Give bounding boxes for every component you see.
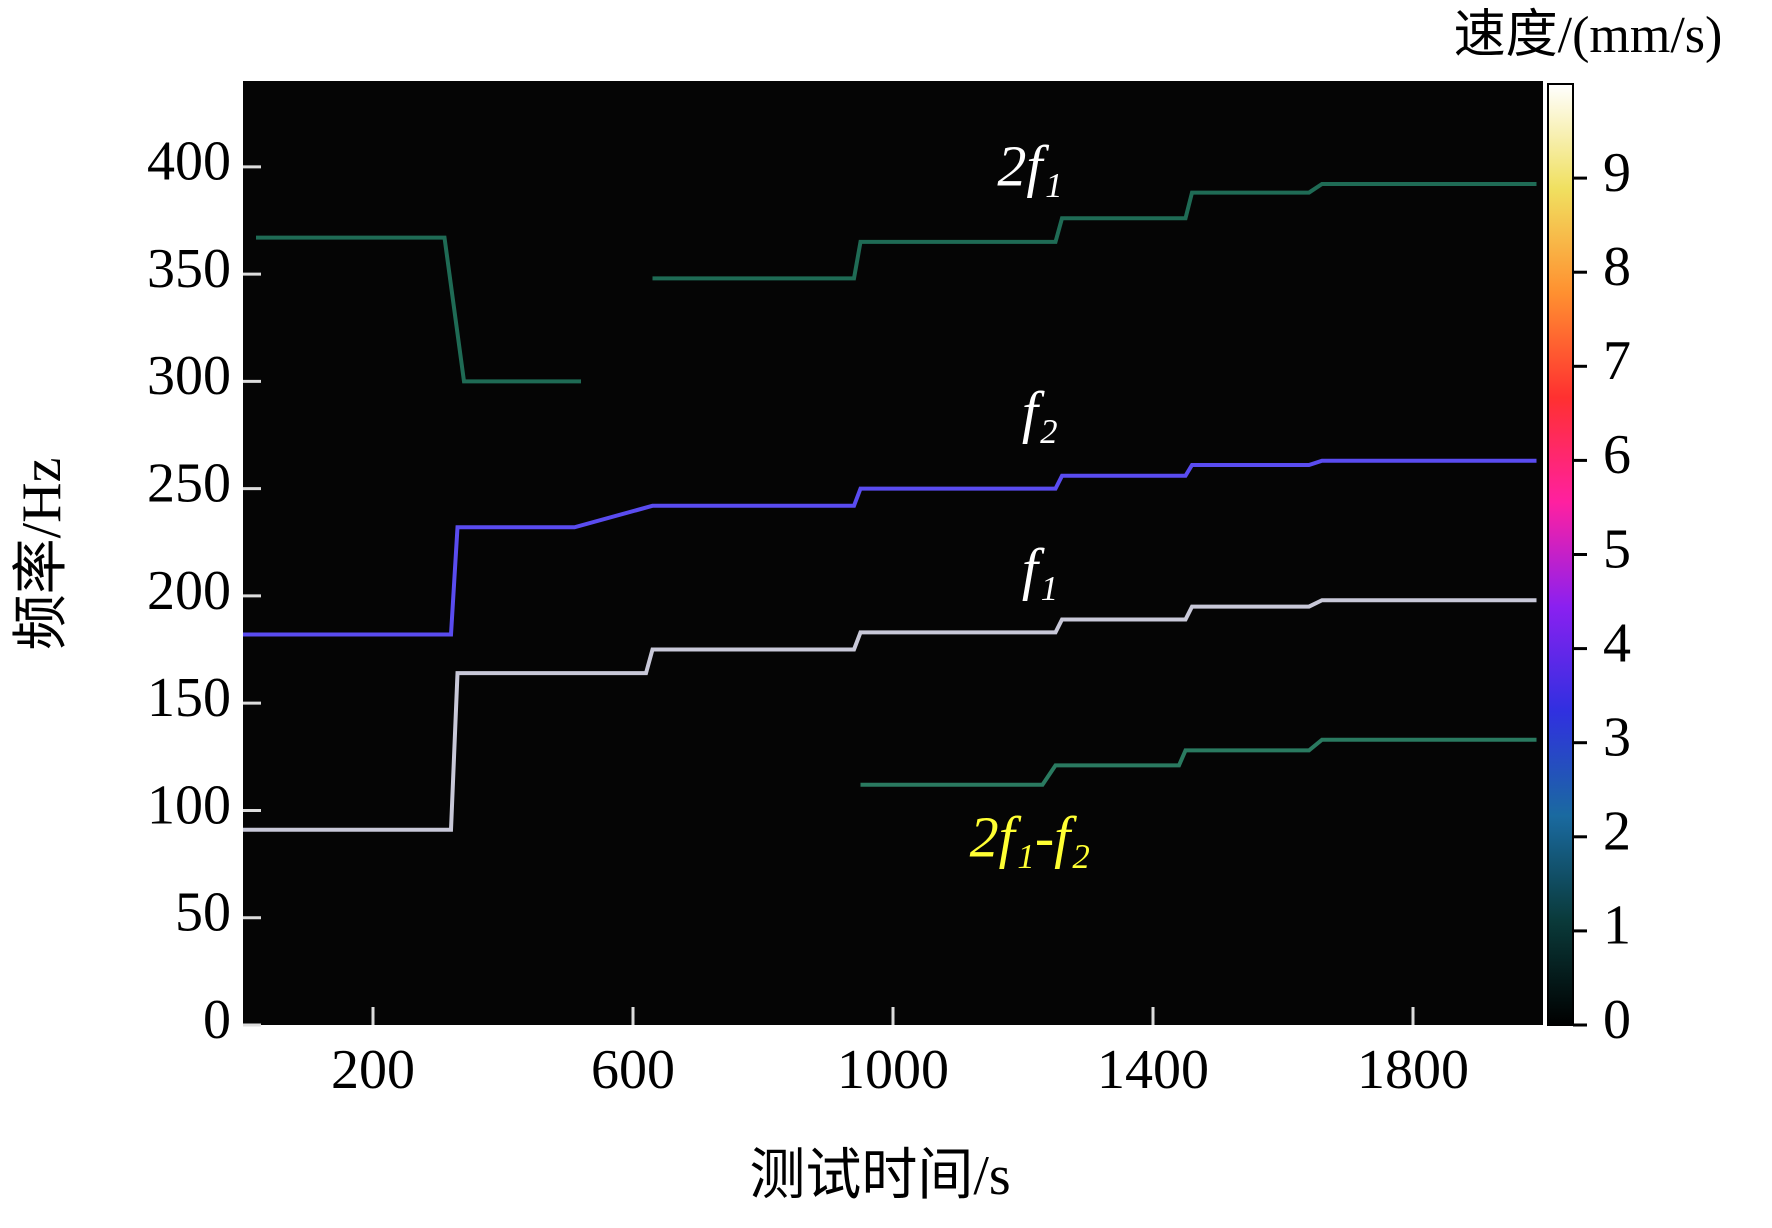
frequency-track bbox=[860, 737, 1537, 787]
y-tick-label: 250 bbox=[147, 452, 231, 514]
y-tick-label: 150 bbox=[147, 667, 231, 729]
frequency-track bbox=[243, 598, 1537, 832]
x-tick-label: 1800 bbox=[1357, 1039, 1469, 1101]
colorbar-tick-label: 5 bbox=[1603, 518, 1631, 580]
x-tick-label: 1400 bbox=[1097, 1039, 1209, 1101]
x-tick-label: 200 bbox=[331, 1039, 415, 1101]
colorbar-tick-label: 2 bbox=[1603, 801, 1631, 863]
x-tick-label: 1000 bbox=[837, 1039, 949, 1101]
y-tick-label: 200 bbox=[147, 560, 231, 622]
y-tick-label: 300 bbox=[147, 345, 231, 407]
y-tick-label: 50 bbox=[175, 882, 231, 944]
colorbar-tick-label: 1 bbox=[1603, 895, 1631, 957]
colorbar-tick-label: 7 bbox=[1603, 330, 1631, 392]
frequency-track bbox=[243, 458, 1537, 637]
x-tick-label: 600 bbox=[591, 1039, 675, 1101]
colorbar-tick-label: 3 bbox=[1603, 707, 1631, 769]
y-tick-label: 400 bbox=[147, 131, 231, 193]
colorbar-tick-label: 6 bbox=[1603, 424, 1631, 486]
plot-background bbox=[243, 81, 1543, 1025]
frequency-track bbox=[256, 182, 1537, 384]
y-tick-label: 100 bbox=[147, 774, 231, 836]
y-tick-label: 350 bbox=[147, 238, 231, 300]
colorbar-tick-label: 4 bbox=[1603, 612, 1631, 674]
colorbar-tick-label: 0 bbox=[1603, 989, 1631, 1051]
track-annotation: f₁ bbox=[1022, 536, 1058, 601]
colorbar-tick-label: 8 bbox=[1603, 236, 1631, 298]
colorbar-tick-label: 9 bbox=[1603, 142, 1631, 204]
x-axis-label: 测试时间/s bbox=[749, 1145, 1010, 1207]
y-tick-label: 0 bbox=[203, 989, 231, 1051]
colorbar bbox=[1547, 83, 1574, 1026]
colorbar-label: 速度/(mm/s) bbox=[1454, 7, 1723, 64]
y-axis-label: 频率/Hz bbox=[11, 458, 73, 651]
track-annotation: f₂ bbox=[1022, 379, 1058, 444]
track-annotation: 2f₁ bbox=[997, 133, 1062, 198]
track-annotation: 2f₁-f₂ bbox=[970, 804, 1091, 869]
